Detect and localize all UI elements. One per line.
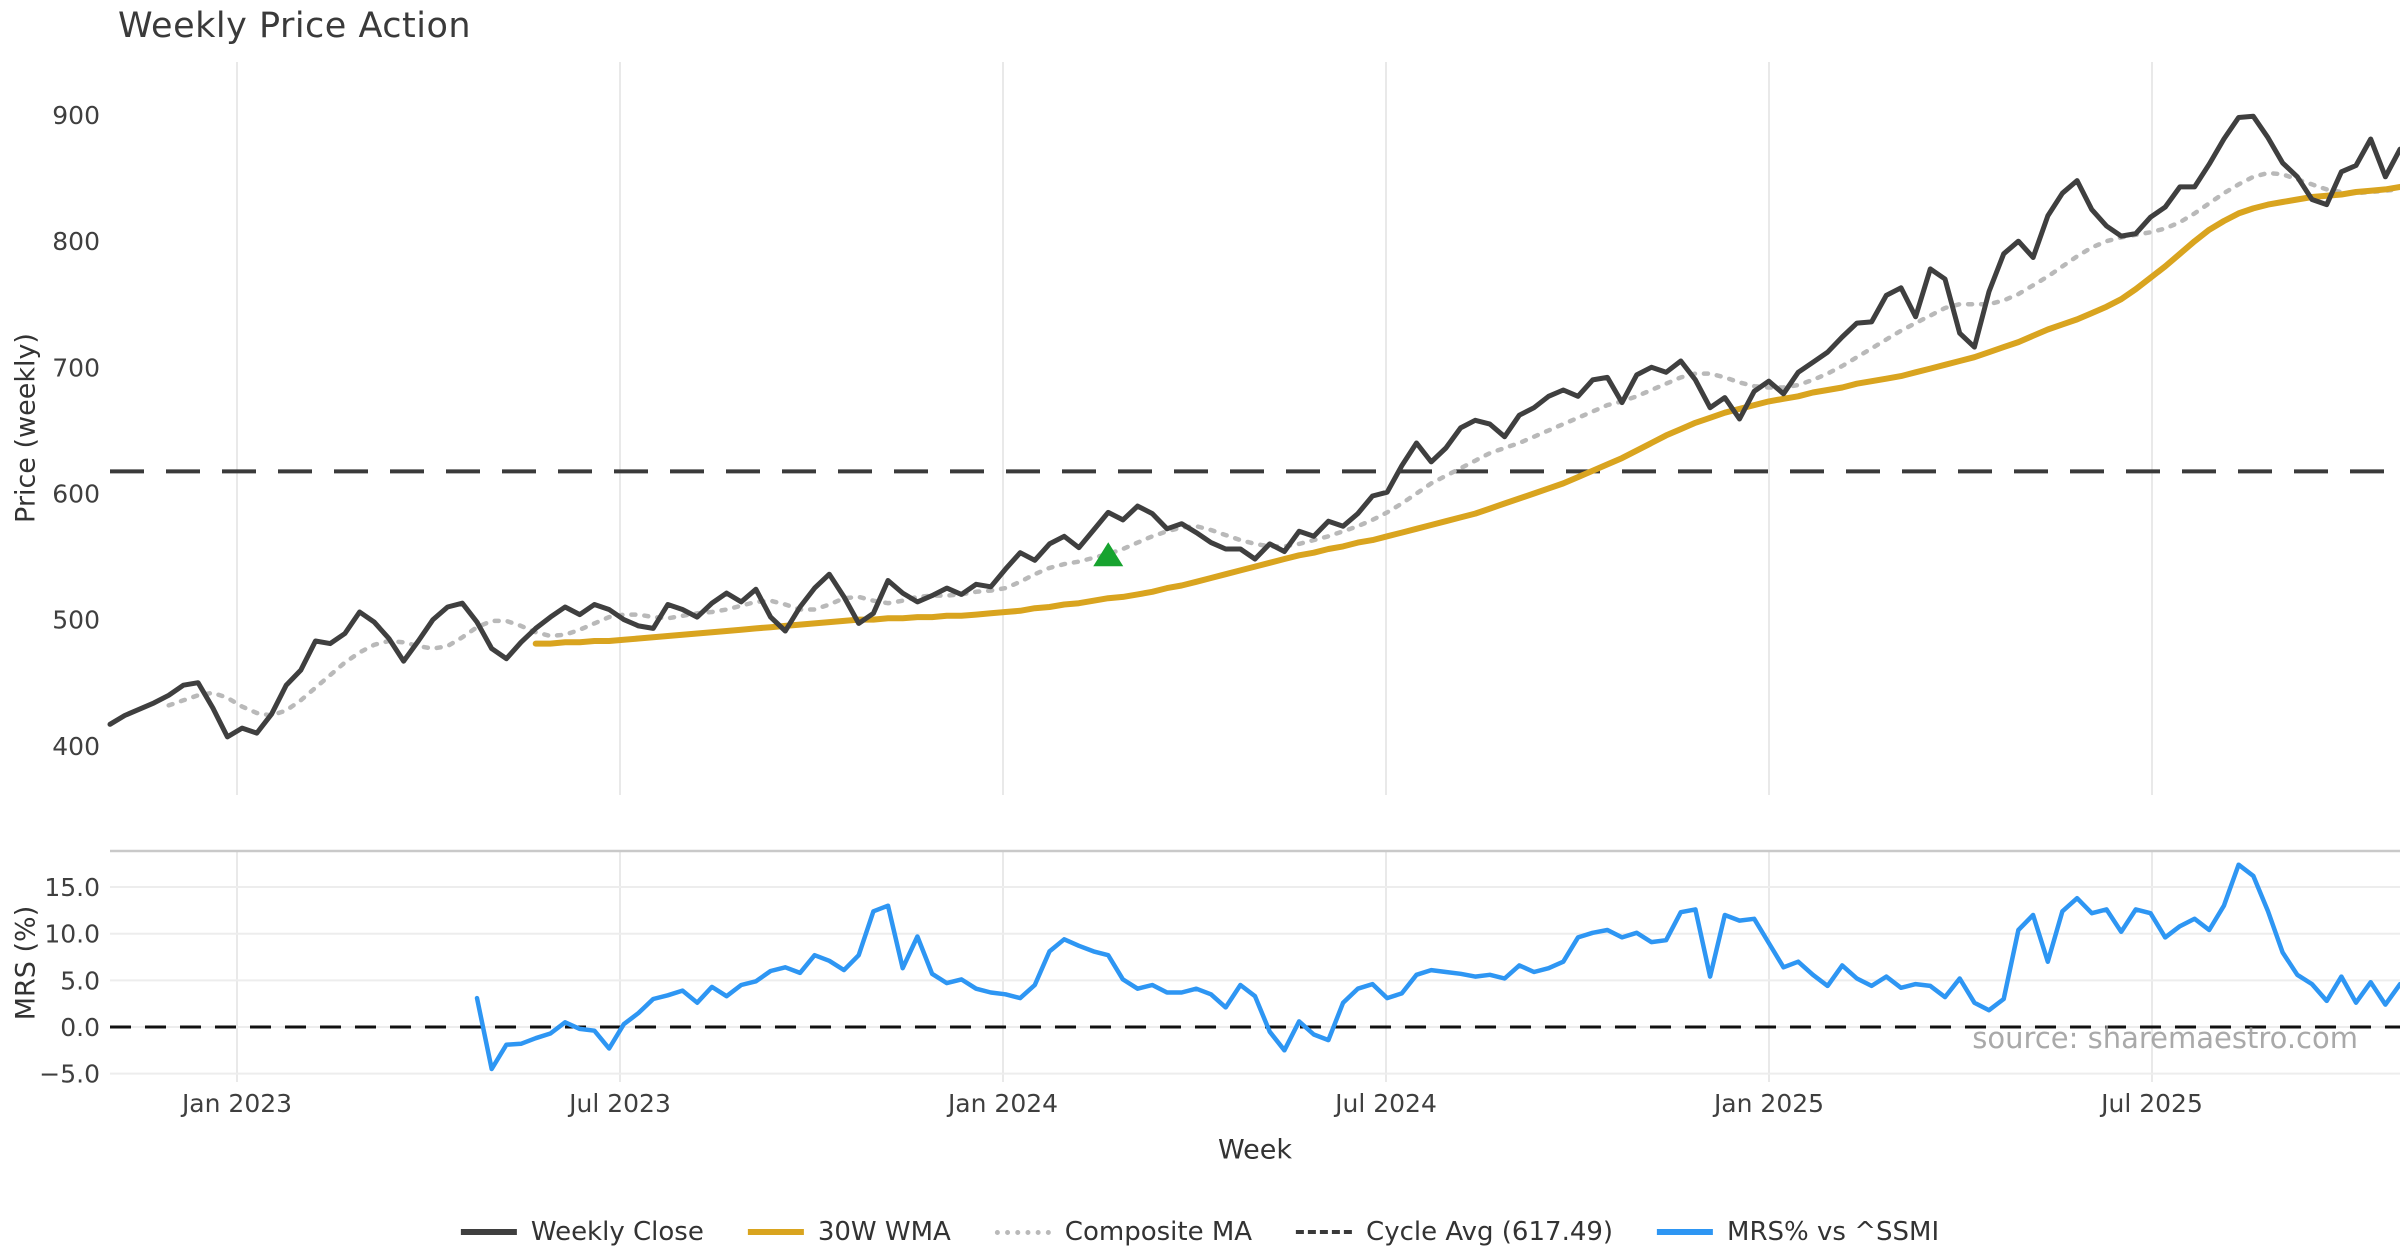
mrs-tick-label: 10.0 — [44, 920, 100, 949]
x-tick-label: Jan 2024 — [946, 1089, 1058, 1118]
source-watermark: source: sharemaestro.com — [1972, 1021, 2358, 1055]
legend-item-cycle-avg-617-49: Cycle Avg (617.49) — [1296, 1217, 1613, 1247]
legend-label-composite-ma: Composite MA — [1064, 1217, 1253, 1247]
price-axis-label: Price (weekly) — [10, 333, 42, 523]
week-axis-label: Week — [1218, 1134, 1292, 1166]
legend-swatch-composite-ma — [994, 1229, 1051, 1235]
price-tick-label: 900 — [52, 101, 100, 130]
legend-swatch-cycle-avg-617-49 — [1296, 1230, 1353, 1234]
weekly-close-line — [107, 113, 2400, 740]
legend-label-mrs-vs-ssmi: MRS% vs ^SSMI — [1727, 1217, 1940, 1247]
x-tick-label: Jul 2023 — [567, 1089, 671, 1118]
price-tick-label: 400 — [52, 732, 100, 761]
price-tick-label: 700 — [52, 353, 100, 382]
legend-label-30w-wma: 30W WMA — [817, 1217, 951, 1247]
buy-signal-marker-icon — [1093, 542, 1124, 567]
chart-title: Weekly Price Action — [118, 6, 472, 46]
price-tick-label: 600 — [52, 479, 100, 508]
x-tick-label: Jan 2025 — [1712, 1089, 1824, 1118]
price-tick-label: 800 — [52, 227, 100, 256]
mrs-tick-label: 5.0 — [60, 966, 100, 995]
price-tick-label: 500 — [52, 606, 100, 635]
legend-swatch-30w-wma — [747, 1229, 804, 1235]
x-tick-label: Jan 2023 — [180, 1089, 292, 1118]
composite-ma-line — [166, 170, 2400, 718]
legend-item-weekly-close: Weekly Close — [460, 1217, 704, 1247]
legend-label-weekly-close: Weekly Close — [530, 1217, 704, 1247]
mrs-tick-label: 15.0 — [44, 873, 100, 902]
legend-label-cycle-avg-617-49: Cycle Avg (617.49) — [1366, 1217, 1614, 1247]
legend-swatch-weekly-close — [460, 1229, 517, 1235]
x-tick-label: Jul 2025 — [2099, 1089, 2203, 1118]
wma30-line — [532, 183, 2400, 647]
legend-item-composite-ma: Composite MA — [994, 1217, 1253, 1247]
mrs-line — [474, 862, 2400, 1072]
legend-item-mrs-vs-ssmi: MRS% vs ^SSMI — [1657, 1217, 1939, 1247]
mrs-axis-label: MRS (%) — [10, 905, 42, 1021]
legend-item-30w-wma: 30W WMA — [747, 1217, 951, 1247]
legend-swatch-mrs-vs-ssmi — [1657, 1229, 1714, 1235]
mrs-tick-label: 0.0 — [60, 1013, 100, 1042]
chart-legend: Weekly Close 30W WMA Composite MA Cycle Avg… — [460, 1217, 1939, 1247]
x-tick-label: Jul 2024 — [1333, 1089, 1437, 1118]
mrs-tick-label: −5.0 — [39, 1060, 100, 1089]
